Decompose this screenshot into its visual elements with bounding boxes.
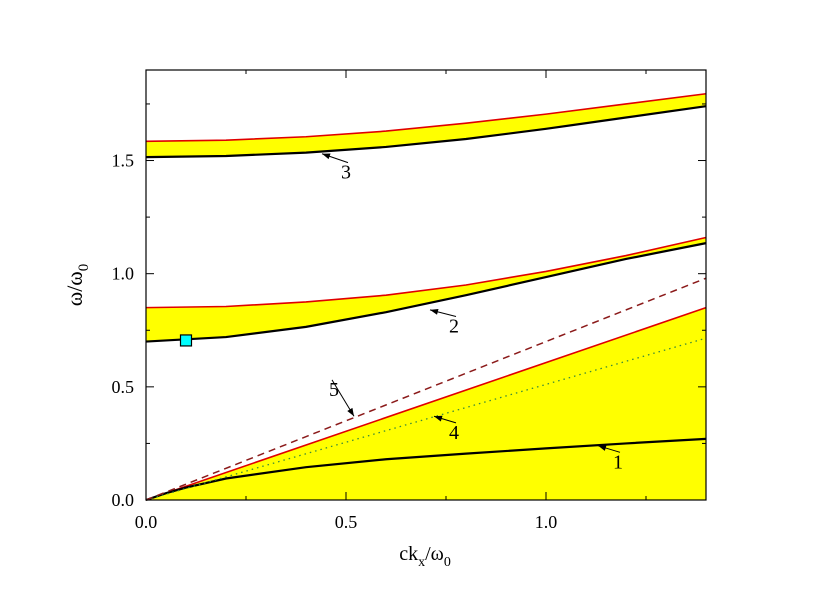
x-axis-label-sub: x (418, 555, 425, 570)
y-axis-label: ω/ω0 (62, 264, 92, 307)
annotation-arrowhead-5 (347, 407, 354, 417)
y-tick-label: 0.5 (112, 377, 135, 397)
band-upper-edge-3 (145, 306, 707, 501)
x-axis-label: ckx/ω0 (399, 543, 451, 570)
y-tick-label: 0.0 (112, 490, 135, 510)
y-axis-label-main: ω/ω (62, 271, 87, 306)
band-fill-2 (146, 237, 706, 342)
x-axis-label-sub2: 0 (444, 555, 451, 570)
y-tick-label: 1.5 (112, 151, 135, 171)
annotation-arrowhead-4 (434, 415, 443, 422)
x-axis-label-tail: /ω (425, 543, 444, 565)
y-axis-label-sub: 0 (76, 264, 92, 272)
x-tick-label: 0.5 (335, 512, 358, 532)
square-marker (179, 334, 193, 347)
y-tick-label: 1.0 (112, 264, 135, 284)
band-lower-edge-1 (145, 105, 707, 159)
band-fill-1 (146, 93, 706, 158)
plot-frame (145, 69, 707, 501)
x-axis-label-main: ck (399, 543, 418, 565)
annotation-label-4: 4 (449, 422, 459, 444)
annotation-label-3: 3 (341, 162, 351, 184)
series-line-solid (145, 437, 707, 502)
annotation-label-5: 5 (329, 379, 339, 401)
data-lines (145, 277, 707, 502)
annotation-label-1: 1 (613, 451, 623, 473)
series-line-dashed (145, 277, 707, 501)
curve-annotations: 1 2 3 4 5 (321, 153, 623, 473)
band-upper-edge-2 (145, 236, 707, 309)
x-tick-label: 1.0 (535, 512, 558, 532)
annotation-label-2: 2 (449, 316, 459, 338)
band-upper-edge-1 (145, 92, 707, 143)
x-tick-label: 0.0 (135, 512, 158, 532)
axis-ticks: 0.0 0.5 1.0 0.0 0.5 1.0 1.5 (112, 70, 706, 532)
band-lower-edge-2 (145, 242, 707, 343)
filled-bands (145, 92, 707, 501)
annotation-arrowhead-1 (598, 445, 607, 451)
annotation-arrowhead-2 (430, 308, 439, 315)
annotation-arrowhead-3 (322, 153, 331, 160)
